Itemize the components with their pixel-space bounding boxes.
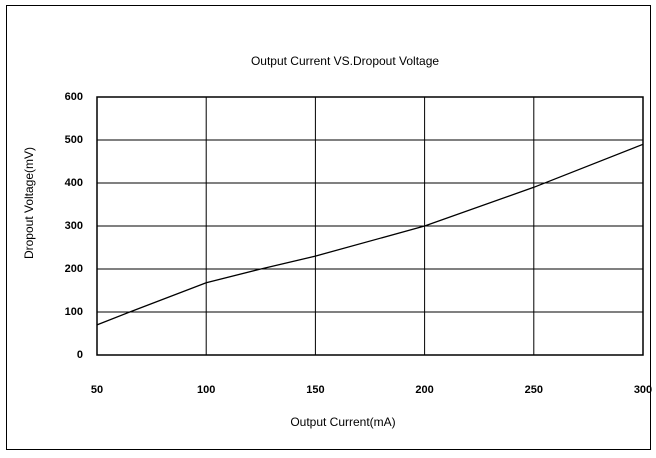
y-tick-label: 200 [65, 263, 83, 275]
plot-area [96, 96, 644, 356]
y-tick-label: 400 [65, 177, 83, 189]
y-tick-label: 100 [65, 306, 83, 318]
x-tick-label: 200 [415, 384, 433, 396]
frame [6, 5, 651, 450]
x-tick-label: 50 [91, 384, 103, 396]
x-tick-label: 100 [197, 384, 215, 396]
x-tick-label: 250 [525, 384, 543, 396]
y-axis-label: Dropout Voltage(mV) [22, 147, 36, 259]
chart-title: Output Current VS.Dropout Voltage [251, 54, 439, 68]
y-tick-label: 600 [65, 91, 83, 103]
line [96, 143, 644, 326]
y-tick-label: 500 [65, 134, 83, 146]
x-axis-label: Output Current(mA) [290, 415, 395, 429]
y-tick-label: 0 [77, 349, 83, 361]
x-tick-label: 150 [306, 384, 324, 396]
y-tick-label: 300 [65, 220, 83, 232]
x-tick-label: 300 [634, 384, 652, 396]
